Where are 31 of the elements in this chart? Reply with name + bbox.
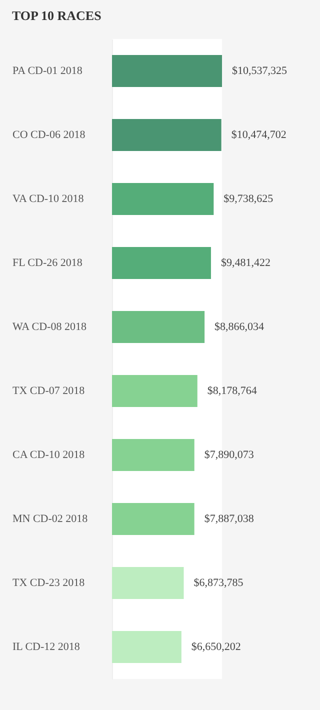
y-tick-label: WA CD-08 2018 — [12, 321, 87, 333]
bar — [112, 631, 182, 663]
data-label: $8,866,034 — [214, 321, 265, 333]
y-tick-label: MN CD-02 2018 — [12, 513, 88, 525]
y-tick-label: FL CD-26 2018 — [12, 257, 83, 269]
y-tick-label: VA CD-10 2018 — [12, 193, 84, 205]
bar — [112, 439, 194, 471]
data-label: $9,738,625 — [224, 193, 274, 205]
data-label: $10,474,702 — [231, 129, 286, 141]
bar — [112, 375, 198, 407]
y-tick-label: CA CD-10 2018 — [12, 449, 86, 461]
data-label: $7,890,073 — [204, 449, 254, 461]
bar — [112, 311, 205, 343]
y-tick-label: CO CD-06 2018 — [12, 129, 86, 141]
data-label: $9,481,422 — [220, 257, 270, 269]
y-tick-label: TX CD-07 2018 — [12, 385, 86, 397]
bar — [112, 567, 184, 599]
y-tick-label: PA CD-01 2018 — [12, 65, 83, 77]
data-label: $7,887,038 — [204, 513, 254, 525]
bar — [112, 503, 194, 535]
data-label: $10,537,325 — [232, 65, 288, 77]
chart-title: TOP 10 RACES — [12, 8, 102, 23]
bar — [112, 183, 214, 215]
data-label: $6,873,785 — [194, 577, 244, 589]
data-label: $8,178,764 — [207, 385, 258, 397]
bar — [112, 247, 211, 279]
y-tick-label: TX CD-23 2018 — [12, 577, 86, 589]
y-tick-label: IL CD-12 2018 — [12, 641, 80, 653]
data-label: $6,650,202 — [191, 641, 241, 653]
bar — [112, 119, 222, 151]
bar — [112, 55, 222, 87]
